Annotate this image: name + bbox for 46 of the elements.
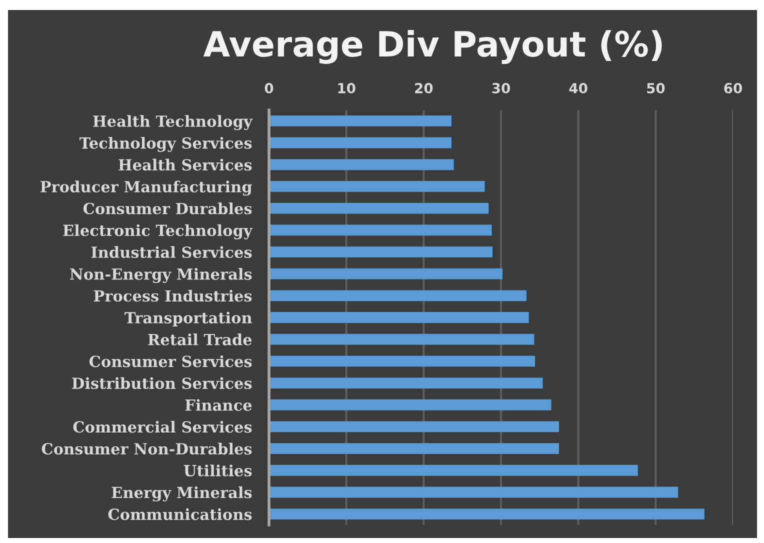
x-tick-label: 50 (647, 82, 665, 94)
y-tick-label: Finance (185, 399, 252, 411)
x-tick-label: 40 (569, 82, 588, 94)
bar (269, 378, 543, 388)
bar (269, 486, 678, 498)
y-tick-label: Producer Manufacturing (40, 180, 252, 196)
bar (269, 334, 534, 345)
bar (269, 115, 452, 126)
bar (269, 508, 704, 520)
y-tick-label: Consumer Durables (83, 202, 252, 214)
y-tick-label: Commercial Services (73, 420, 252, 433)
y-tick-label: Energy Minerals (112, 486, 252, 502)
x-tick-label: 60 (724, 82, 742, 94)
y-tick-label: Transportation (124, 312, 252, 326)
bar (269, 421, 559, 432)
x-tick-label: 30 (492, 82, 510, 94)
bar (269, 399, 552, 410)
bar (269, 464, 638, 476)
y-tick-label: Distribution Services (72, 377, 252, 390)
y-tick-label: Health Services (118, 158, 252, 171)
y-tick-label: Consumer Services (89, 355, 252, 368)
y-tick-label: Communications (108, 508, 252, 520)
bar (269, 443, 559, 454)
y-tick-label: Technology Services (79, 136, 252, 152)
x-tick-label: 20 (415, 82, 433, 94)
bar (269, 180, 485, 192)
bar (269, 159, 454, 170)
chart-title: Average Div Payout (%) (203, 30, 662, 64)
bar (269, 268, 503, 280)
y-tick-label: Utilities (184, 464, 252, 476)
y-tick-label: Industrial Services (91, 246, 252, 258)
y-tick-label: Process Industries (94, 290, 252, 302)
y-tick-label: Non-Energy Minerals (70, 268, 252, 284)
x-tick-label: 10 (338, 82, 356, 94)
y-tick-label: Health Technology (93, 115, 253, 130)
y-tick-label: Retail Trade (148, 334, 252, 346)
y-tick-label: Consumer Non-Durables (42, 442, 252, 455)
y-tick-label: Electronic Technology (63, 224, 253, 240)
bar (269, 224, 492, 236)
bar (269, 312, 529, 323)
bar (269, 290, 527, 302)
bar (269, 356, 536, 367)
x-tick-label: 0 (264, 82, 274, 94)
bar (269, 202, 489, 214)
bar (269, 137, 452, 148)
bar (269, 246, 492, 258)
